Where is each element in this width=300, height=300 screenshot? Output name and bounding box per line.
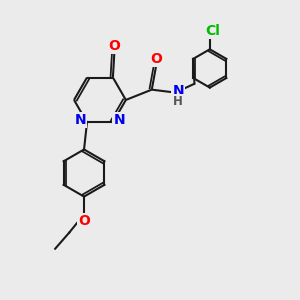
Text: O: O <box>108 39 120 53</box>
Text: O: O <box>78 214 90 228</box>
Text: H: H <box>173 95 183 108</box>
Text: N: N <box>75 113 86 127</box>
Text: N: N <box>114 113 125 127</box>
Text: O: O <box>150 52 162 66</box>
Text: Cl: Cl <box>205 24 220 38</box>
Text: N: N <box>172 84 184 98</box>
